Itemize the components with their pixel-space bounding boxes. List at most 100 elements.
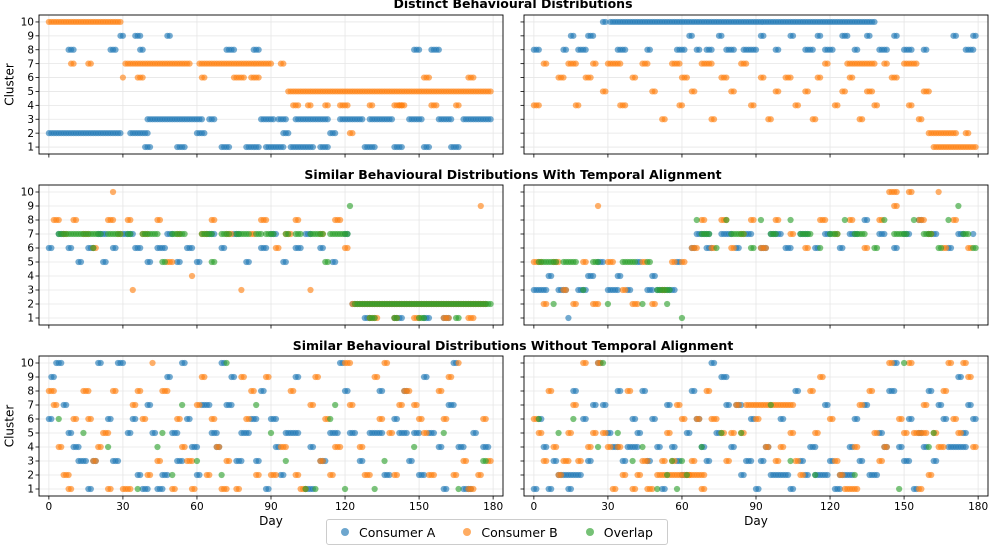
data-point-consumer-a xyxy=(970,46,977,53)
data-point-consumer-a xyxy=(137,244,144,252)
y-tick-label: 7 xyxy=(27,229,34,241)
data-point-overlap xyxy=(678,457,686,465)
data-point-consumer-a xyxy=(174,429,181,437)
data-point-overlap xyxy=(903,230,910,238)
data-point-consumer-b xyxy=(329,471,336,479)
data-point-consumer-b xyxy=(482,415,489,423)
data-point-consumer-a xyxy=(386,471,393,479)
x-axis-label: Day xyxy=(744,514,768,528)
data-point-consumer-a xyxy=(196,258,203,266)
y-tick-label: 9 xyxy=(27,201,34,213)
data-point-consumer-b xyxy=(594,300,602,308)
data-point-consumer-a xyxy=(415,429,423,437)
data-point-consumer-a xyxy=(295,373,302,381)
x-tick-label: 120 xyxy=(820,501,840,513)
data-point-consumer-b xyxy=(346,359,354,367)
data-point-consumer-a xyxy=(188,244,196,252)
data-point-overlap xyxy=(371,485,378,493)
legend-item-consumer-a: Consumer A xyxy=(341,525,435,540)
data-point-consumer-a xyxy=(854,46,861,53)
data-point-consumer-b xyxy=(893,74,900,81)
data-point-overlap xyxy=(258,230,265,238)
data-point-consumer-a xyxy=(631,415,639,423)
data-point-consumer-b xyxy=(487,88,494,95)
data-point-consumer-a xyxy=(688,32,695,39)
data-point-consumer-a xyxy=(70,46,77,53)
data-point-consumer-b xyxy=(538,429,545,437)
data-point-consumer-a xyxy=(533,485,540,493)
data-point-overlap xyxy=(955,202,962,210)
data-point-consumer-a xyxy=(159,485,166,493)
data-point-consumer-b xyxy=(188,457,196,465)
data-point-consumer-b xyxy=(696,415,703,423)
data-point-consumer-a xyxy=(77,258,85,266)
data-point-consumer-a xyxy=(435,46,442,53)
data-point-consumer-a xyxy=(230,373,238,381)
data-point-consumer-b xyxy=(477,202,484,210)
data-point-consumer-b xyxy=(942,244,950,252)
row-title: Distinct Behavioural Distributions xyxy=(393,0,632,11)
y-tick-label: 9 xyxy=(27,30,34,42)
data-point-overlap xyxy=(738,429,745,437)
data-point-consumer-b xyxy=(255,471,262,479)
data-point-consumer-b xyxy=(443,415,450,423)
legend-label-consumer-b: Consumer B xyxy=(481,524,558,540)
data-point-consumer-b xyxy=(834,457,841,465)
data-point-consumer-b xyxy=(888,359,895,367)
data-point-consumer-b xyxy=(750,102,757,109)
data-point-consumer-a xyxy=(577,471,584,479)
data-point-consumer-a xyxy=(666,401,673,409)
data-point-consumer-a xyxy=(161,244,168,252)
data-point-consumer-a xyxy=(671,286,678,294)
data-point-consumer-a xyxy=(933,457,940,465)
data-point-consumer-a xyxy=(824,471,831,479)
data-point-consumer-b xyxy=(448,373,455,381)
data-point-consumer-b xyxy=(710,116,718,123)
data-point-consumer-a xyxy=(928,387,935,395)
data-point-overlap xyxy=(55,415,62,423)
data-point-consumer-a xyxy=(438,443,445,451)
data-point-consumer-b xyxy=(804,244,811,252)
data-point-consumer-b xyxy=(349,401,356,409)
data-point-consumer-b xyxy=(775,88,782,95)
data-point-consumer-a xyxy=(824,401,831,409)
data-point-consumer-a xyxy=(592,401,599,409)
data-point-consumer-a xyxy=(144,130,151,137)
data-point-consumer-a xyxy=(319,244,326,252)
data-point-consumer-b xyxy=(575,102,582,109)
data-point-consumer-a xyxy=(708,46,715,53)
data-point-overlap xyxy=(881,216,888,224)
data-point-consumer-b xyxy=(812,116,819,123)
data-point-consumer-a xyxy=(137,471,144,479)
data-point-consumer-b xyxy=(799,471,806,479)
data-point-overlap xyxy=(580,286,587,294)
data-point-consumer-a xyxy=(784,471,792,479)
panel-2-1: 0 30 60 90 120 150 180 Day xyxy=(520,355,989,528)
data-point-consumer-a xyxy=(166,373,173,381)
data-point-consumer-a xyxy=(443,485,450,493)
data-point-consumer-a xyxy=(87,485,94,493)
y-tick-label: 4 xyxy=(27,271,34,283)
data-point-consumer-b xyxy=(594,202,602,210)
legend-item-overlap: Overlap xyxy=(585,525,653,540)
data-point-consumer-b xyxy=(644,457,651,465)
data-point-consumer-a xyxy=(735,244,742,252)
data-point-consumer-b xyxy=(552,443,560,451)
data-point-consumer-b xyxy=(972,143,979,151)
data-point-overlap xyxy=(767,401,774,409)
data-point-consumer-a xyxy=(262,244,270,252)
data-point-consumer-a xyxy=(535,46,542,53)
data-point-consumer-a xyxy=(450,401,457,409)
data-point-consumer-a xyxy=(398,143,405,151)
data-point-overlap xyxy=(693,216,700,224)
data-point-consumer-b xyxy=(701,216,708,224)
data-point-consumer-b xyxy=(272,471,280,479)
data-point-consumer-b xyxy=(295,102,302,109)
data-point-consumer-b xyxy=(557,471,565,479)
data-point-consumer-a xyxy=(280,471,287,479)
data-point-consumer-a xyxy=(863,216,871,224)
data-point-consumer-a xyxy=(839,244,846,252)
data-point-consumer-a xyxy=(420,471,428,479)
data-point-consumer-a xyxy=(50,373,57,381)
